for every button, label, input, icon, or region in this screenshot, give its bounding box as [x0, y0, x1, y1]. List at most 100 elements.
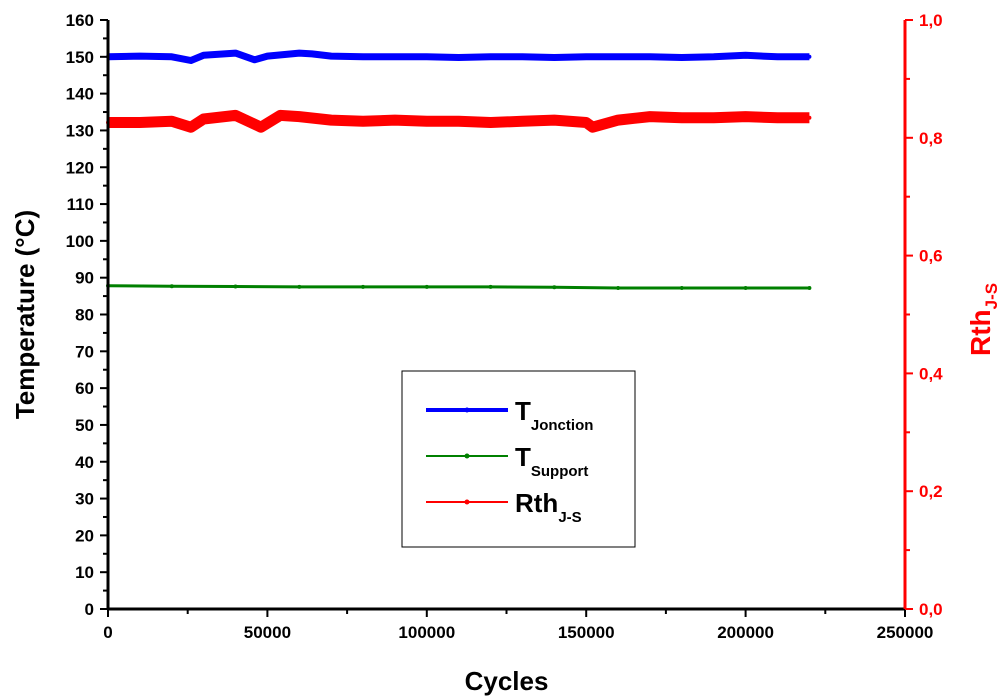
data-point: [648, 54, 652, 59]
y-tick-label: 100: [66, 232, 94, 251]
data-point: [392, 118, 397, 123]
legend-label-rth-j-s: RthJ-S: [515, 488, 582, 526]
y-tick-label: 150: [66, 48, 94, 67]
data-point: [233, 113, 238, 118]
x-tick-label: 0: [103, 623, 112, 642]
data-point: [252, 57, 257, 62]
data-point: [361, 54, 365, 59]
y-tick-label: 70: [75, 342, 94, 361]
data-point: [807, 54, 812, 59]
x-tick-label: 100000: [398, 623, 455, 642]
data-point: [456, 55, 461, 60]
data-point: [310, 51, 314, 56]
data-point: [297, 114, 302, 119]
y2-axis-ticks: 0,0 0,2 0,4 0,6 0,8 1,0: [905, 11, 943, 619]
legend-marker-t-support: [464, 453, 470, 459]
data-point: [169, 54, 174, 59]
series-rth-j-s-line: [108, 109, 810, 133]
x-axis-title: Cycles: [465, 666, 549, 696]
y-tick-label: 90: [75, 269, 94, 288]
y-tick-label: 110: [67, 195, 94, 214]
data-point: [265, 54, 270, 59]
data-point: [259, 125, 263, 130]
data-point: [169, 119, 174, 124]
data-point: [329, 118, 334, 123]
x-tick-label: 250000: [877, 623, 934, 642]
data-point: [188, 58, 193, 63]
plot-area: [106, 49, 812, 290]
data-point: [329, 54, 334, 59]
data-point: [488, 54, 493, 59]
legend-marker-rth-j-s: [464, 499, 470, 505]
data-point: [201, 117, 206, 121]
legend-label-main: T: [515, 396, 531, 426]
data-point: [807, 286, 812, 290]
x-tick-label: 150000: [558, 623, 615, 642]
legend-label-main: Rth: [515, 488, 558, 518]
data-point: [488, 120, 493, 125]
data-point: [584, 120, 589, 125]
data-point: [297, 284, 302, 289]
y2-tick-label: 0,8: [919, 129, 943, 148]
data-point: [711, 54, 716, 59]
data-point: [233, 284, 238, 289]
x-tick-label: 50000: [244, 623, 291, 642]
y2-axis-title: RthJ-S: [965, 283, 1001, 356]
y-tick-label: 130: [66, 121, 94, 140]
data-point: [743, 114, 748, 119]
data-point: [807, 115, 812, 120]
series-t-jonction-line: [107, 49, 810, 64]
y-tick-label: 0: [85, 600, 94, 619]
data-point: [424, 119, 429, 124]
legend-box: [401, 370, 636, 548]
y-tick-label: 50: [75, 416, 94, 435]
data-point: [648, 114, 652, 119]
y-tick-label: 80: [75, 306, 94, 325]
data-point: [711, 115, 716, 120]
data-point: [488, 284, 493, 289]
data-point: [392, 54, 397, 59]
data-point: [679, 55, 684, 60]
y-tick-label: 40: [75, 453, 94, 472]
data-point: [520, 54, 525, 59]
data-point: [137, 54, 142, 59]
data-point: [590, 125, 595, 130]
data-point: [679, 286, 684, 290]
data-point: [233, 51, 238, 56]
data-point: [616, 54, 621, 59]
legend-label-sub: J-S: [558, 509, 581, 526]
data-point: [361, 119, 365, 124]
data-point: [743, 53, 748, 58]
y-tick-label: 140: [66, 85, 94, 104]
data-point: [424, 54, 429, 59]
data-point: [297, 51, 302, 56]
legend-label-sub: Jonction: [531, 417, 594, 434]
data-point: [616, 286, 621, 290]
data-point: [679, 115, 684, 120]
y2-tick-label: 1,0: [919, 11, 943, 30]
y-tick-label: 160: [66, 11, 94, 30]
data-point: [424, 284, 429, 289]
y-tick-label: 20: [75, 526, 94, 545]
y-axis-title: Temperature (°C): [10, 210, 40, 419]
data-point: [743, 286, 748, 290]
y2-tick-label: 0,2: [919, 482, 943, 501]
data-point: [188, 125, 193, 130]
legend-label-sub: Support: [531, 463, 589, 480]
legend-marker-t-jonction: [464, 407, 470, 413]
data-point: [584, 54, 589, 59]
data-point: [137, 120, 142, 125]
legend-label-main: T: [515, 442, 531, 472]
data-point: [278, 113, 283, 118]
data-point: [775, 115, 780, 120]
y2-axis-title-sub: J-S: [982, 283, 1001, 309]
y-tick-label: 30: [75, 490, 94, 509]
x-tick-label: 200000: [717, 623, 774, 642]
data-point: [169, 284, 174, 289]
legend-label-t-support: TSupport: [515, 442, 588, 480]
y-tick-label: 120: [66, 158, 94, 177]
y2-axis-title-main: Rth: [965, 309, 996, 356]
y-axis-ticks: 0 10 20 30 40 50 60 70 80 90 100 110 120 130 140 150 160: [66, 11, 108, 619]
